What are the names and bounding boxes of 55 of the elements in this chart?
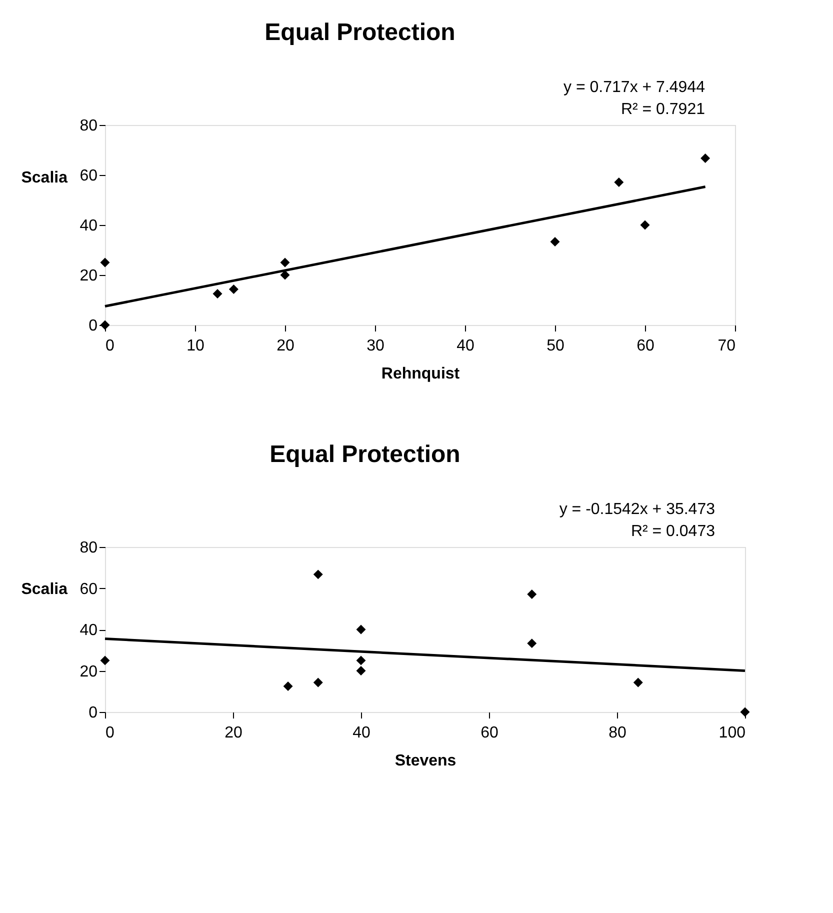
point [700,154,710,163]
x-tick-label: 40 [352,724,370,742]
x-tick-label: 100 [718,724,746,742]
point [100,320,110,330]
text: R² = 0.7921 [620,101,706,118]
x-tick-label: 0 [106,338,114,354]
x-tick-label: 70 [718,338,736,354]
x-tick-label: 80 [608,724,626,742]
y-tick-label: 80 [80,118,98,134]
text: y = -0.1542x + 35.473 [559,501,716,518]
text: y = 0.717x + 7.4944 [564,79,706,96]
point [614,178,624,187]
point [740,707,750,717]
x-axis-title: Rehnquist [381,366,460,382]
point [527,589,537,599]
point [313,678,323,688]
y-tick-label: 0 [88,704,98,722]
point [527,638,537,648]
y-tick-label: 40 [80,218,98,234]
x-tick-label: 30 [366,338,384,354]
point [633,678,643,688]
y-tick-label: 20 [80,268,98,284]
chart-title: Equal Protection [270,441,460,468]
x-tick-label: 60 [480,724,498,742]
x-tick-label: 60 [636,338,654,354]
x-tick-label: 10 [186,338,204,354]
point [356,656,366,666]
point [280,258,290,268]
point [280,270,290,280]
y-tick-label: 0 [88,318,98,334]
point [228,284,238,294]
y-tick-label: 40 [80,622,98,639]
x-tick-label: 50 [546,338,564,354]
point [550,237,560,246]
x-tick-label: 0 [106,724,114,742]
point [356,666,366,676]
y-tick-label: 60 [80,580,98,598]
point [313,570,323,580]
x-tick-label: 20 [224,724,242,742]
y-axis-title: Scalia [21,581,68,598]
point [100,656,110,666]
x-tick-label: 40 [456,338,474,354]
point [283,681,293,691]
chart-title: Equal Protection [264,19,456,46]
x-axis-title: Stevens [394,752,456,770]
x-tick-label: 20 [276,338,294,354]
y-tick-label: 60 [80,168,98,184]
y-tick-label: 80 [80,540,98,556]
point [356,624,366,634]
point [100,258,110,268]
y-tick-label: 20 [80,663,98,680]
text: R² = 0.0473 [630,523,716,540]
point [640,220,650,230]
point [212,289,222,298]
y-axis-title: Scalia [21,170,68,186]
